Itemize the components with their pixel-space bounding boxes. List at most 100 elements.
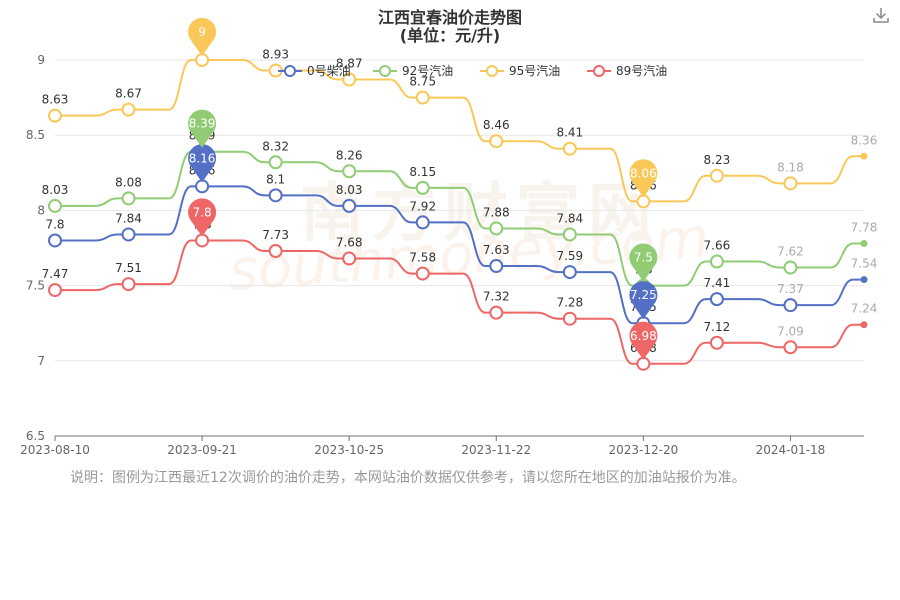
data-label: 7.24 xyxy=(851,302,878,316)
data-label: 7.8 xyxy=(45,217,64,231)
min-pin: 6.98 xyxy=(629,321,658,360)
legend-marker xyxy=(379,65,391,77)
pin-label: 8.16 xyxy=(189,151,216,165)
x-tick-label: 2023-11-22 xyxy=(461,443,531,457)
data-label: 8.26 xyxy=(336,148,363,162)
data-label: 7.32 xyxy=(483,290,510,304)
data-point xyxy=(342,72,357,87)
data-label: 8.18 xyxy=(777,160,804,174)
pin-label: 7.5 xyxy=(634,251,653,265)
data-point xyxy=(562,311,577,326)
data-label: 8.36 xyxy=(851,133,878,147)
data-point xyxy=(268,188,283,203)
pin-label: 7.8 xyxy=(193,205,212,219)
data-point xyxy=(783,340,798,355)
data-point xyxy=(121,191,136,206)
min-pin: 7.5 xyxy=(629,243,658,282)
pin-shape xyxy=(188,109,217,148)
x-tick-label: 2024-01-18 xyxy=(756,443,826,457)
data-point xyxy=(415,180,430,195)
pins: 8.167.258.397.598.067.86.98 xyxy=(188,17,658,360)
data-point xyxy=(562,227,577,242)
data-label: 7.58 xyxy=(409,251,436,265)
data-point xyxy=(709,254,724,269)
data-label: 7.78 xyxy=(851,220,878,234)
data-label: 8.03 xyxy=(336,183,363,197)
legend-marker xyxy=(593,65,605,77)
pin-shape xyxy=(188,144,217,183)
legend-label: 92号汽油 xyxy=(402,63,453,78)
data-label: 7.84 xyxy=(556,211,583,225)
legend-item: 89号汽油 xyxy=(587,63,667,78)
data-label: 7.09 xyxy=(777,324,804,338)
y-tick-label: 7 xyxy=(37,354,45,368)
data-point xyxy=(489,259,504,274)
data-label: 8.1 xyxy=(266,172,285,186)
data-point xyxy=(783,260,798,275)
data-point xyxy=(709,335,724,350)
data-label: 8.75 xyxy=(409,75,436,89)
data-label: 8.32 xyxy=(262,139,289,153)
data-label: 8.41 xyxy=(556,126,583,140)
data-point xyxy=(121,102,136,117)
data-label: 7.84 xyxy=(115,211,142,225)
data-point xyxy=(709,168,724,183)
legend-item: 95号汽油 xyxy=(480,63,560,78)
legend-item: 92号汽油 xyxy=(373,63,453,78)
data-point xyxy=(489,305,504,320)
pin-shape xyxy=(188,17,217,56)
pin-shape xyxy=(188,198,217,237)
pin-label: 6.98 xyxy=(630,329,657,343)
data-point xyxy=(709,292,724,307)
pin-label: 8.06 xyxy=(630,166,657,180)
legend-label: 89号汽油 xyxy=(616,63,667,78)
data-label: 7.88 xyxy=(483,205,510,219)
data-label: 7.51 xyxy=(115,261,142,275)
y-tick-label: 6.5 xyxy=(26,429,45,443)
pin-label: 8.39 xyxy=(189,117,216,131)
data-point xyxy=(268,155,283,170)
data-label: 8.87 xyxy=(336,57,363,71)
data-point xyxy=(342,251,357,266)
data-label: 7.12 xyxy=(704,320,731,334)
pin-label: 9 xyxy=(198,25,206,39)
legend: 0号柴油 92号汽油 95号汽油 89号汽油 xyxy=(278,63,667,78)
series-line xyxy=(55,150,864,287)
data-label: 7.54 xyxy=(851,257,878,271)
data-point xyxy=(342,198,357,213)
series-line xyxy=(55,59,864,203)
data-point xyxy=(48,108,62,123)
x-tick-label: 2023-10-25 xyxy=(314,443,384,457)
legend-marker xyxy=(486,65,498,77)
max-pin: 8.16 xyxy=(188,144,217,183)
data-point xyxy=(489,221,504,236)
y-tick-label: 8.5 xyxy=(26,128,45,142)
data-point xyxy=(48,198,62,213)
data-label: 7.28 xyxy=(556,296,583,310)
pin-shape xyxy=(629,281,658,320)
data-label: 7.59 xyxy=(556,249,583,263)
data-label: 7.47 xyxy=(42,267,69,281)
data-label: 7.92 xyxy=(409,199,436,213)
legend-marker xyxy=(284,65,296,77)
legend-label: 95号汽油 xyxy=(509,63,560,78)
chart-subtitle: (单位：元/升) xyxy=(399,26,501,45)
data-point xyxy=(562,141,577,156)
data-label: 8.93 xyxy=(262,48,289,62)
data-label: 8.63 xyxy=(42,93,69,107)
data-point xyxy=(860,239,868,247)
data-point xyxy=(489,134,504,149)
data-point xyxy=(415,90,430,105)
data-point xyxy=(268,244,283,259)
max-pin: 9 xyxy=(188,17,217,56)
pin-shape xyxy=(629,243,658,282)
data-point xyxy=(860,276,868,284)
data-label: 7.41 xyxy=(704,276,731,290)
data-label: 7.66 xyxy=(704,239,731,253)
data-point xyxy=(48,233,62,248)
x-tick-label: 2023-12-20 xyxy=(608,443,678,457)
download-icon[interactable] xyxy=(872,6,890,24)
data-label: 8.08 xyxy=(115,175,142,189)
data-label: 7.73 xyxy=(262,228,289,242)
